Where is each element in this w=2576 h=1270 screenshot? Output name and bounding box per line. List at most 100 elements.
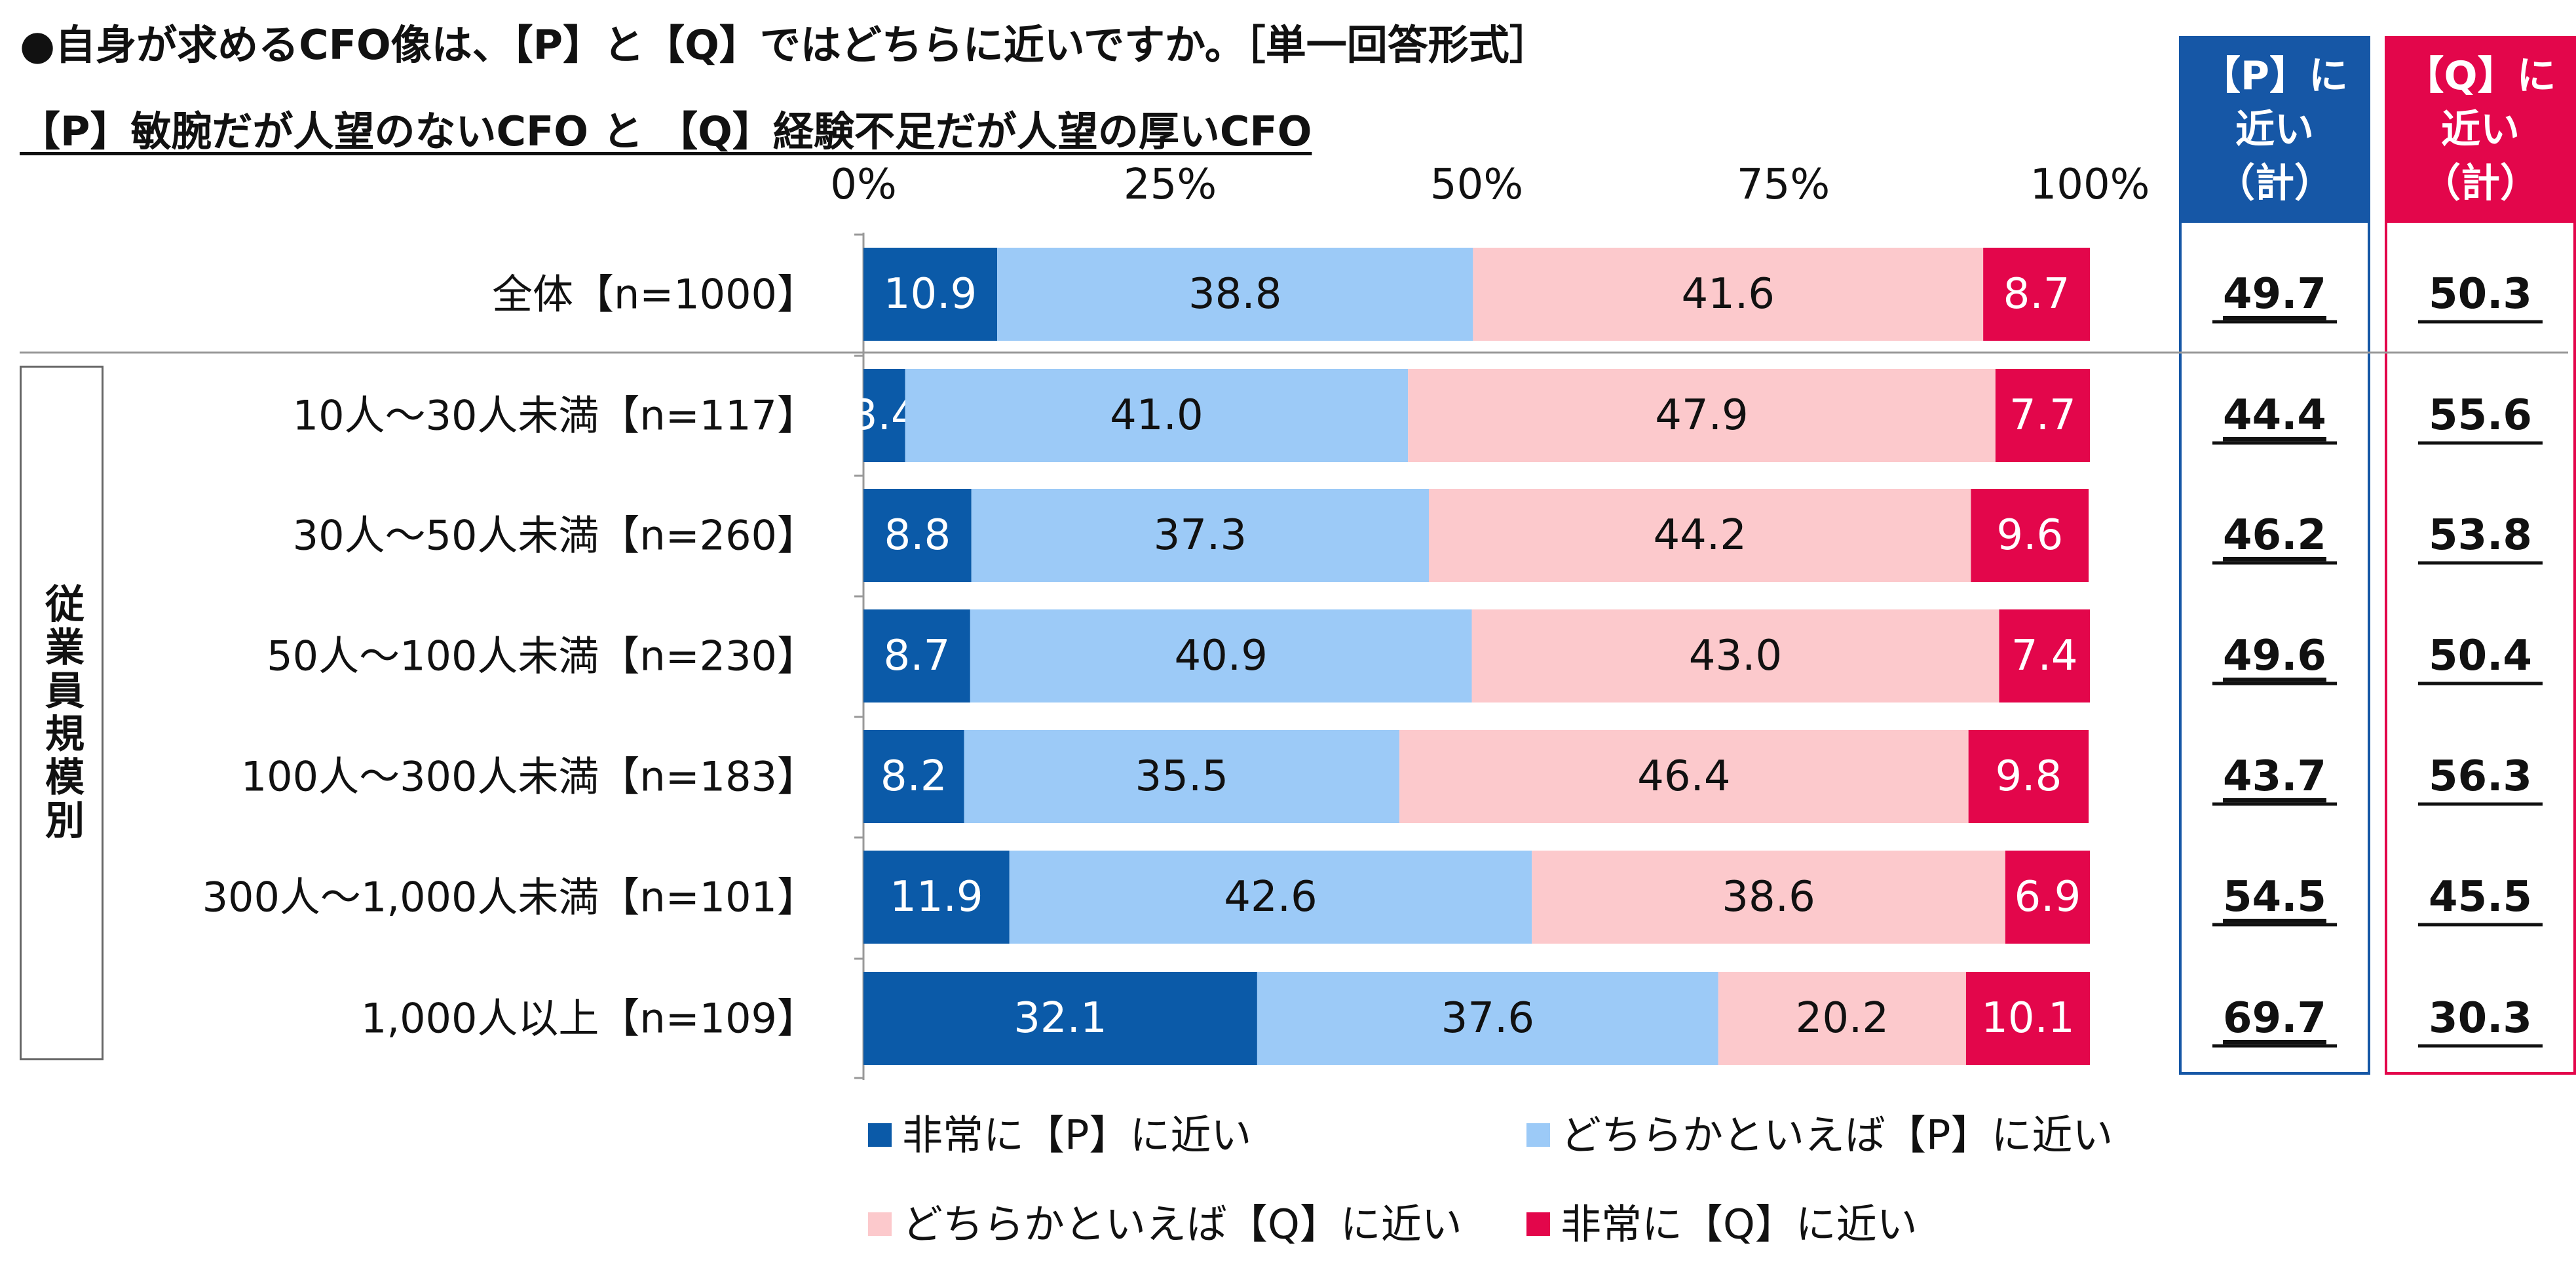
bar-value-label: 9.8 xyxy=(1996,752,2062,801)
bar-value-label: 9.6 xyxy=(1996,511,2063,560)
x-tick-label: 50% xyxy=(1430,161,1523,209)
p-total-value: 49.7 xyxy=(2223,270,2326,318)
bar-value-label: 35.5 xyxy=(1135,752,1229,801)
p-total-header-line1: 【P】に xyxy=(2201,53,2348,99)
p-total-header: 【P】に 近い （計） xyxy=(2179,36,2370,223)
p-total-value: 69.7 xyxy=(2223,994,2326,1043)
bar-value-label: 46.4 xyxy=(1637,752,1731,801)
bar-value-label: 8.2 xyxy=(881,752,947,801)
bar-segment xyxy=(1408,369,1996,462)
category-label: 1,000人以上【n=109】 xyxy=(361,995,818,1043)
bar-value-label: 40.9 xyxy=(1174,632,1268,680)
bar-segment xyxy=(905,369,1409,462)
bar-value-label: 38.8 xyxy=(1188,270,1282,318)
legend-swatch xyxy=(1526,1212,1550,1236)
bar-value-label: 42.6 xyxy=(1224,873,1317,921)
category-label: 30人～50人未満【n=260】 xyxy=(293,512,818,560)
q-total-header-line1: 【Q】に xyxy=(2404,53,2556,99)
q-total-value: 45.5 xyxy=(2429,873,2532,921)
legend-swatch xyxy=(868,1212,892,1236)
x-tick-label: 75% xyxy=(1737,161,1830,209)
x-tick-label: 25% xyxy=(1124,161,1217,209)
bar-segment xyxy=(2005,851,2090,944)
group-label-box xyxy=(20,366,104,1060)
bar-segment xyxy=(863,489,972,582)
bar-value-label: 7.7 xyxy=(2009,391,2076,440)
x-tick-label: 0% xyxy=(830,161,897,209)
bar-value-label: 41.0 xyxy=(1110,391,1203,440)
p-total-header-line2: 近い xyxy=(2235,107,2314,153)
bar-segment xyxy=(863,851,1010,944)
q-total-header: 【Q】に 近い （計） xyxy=(2385,36,2576,223)
bar-segment xyxy=(971,489,1429,582)
q-total-header-line2: 近い xyxy=(2441,107,2520,153)
bar-value-label: 10.9 xyxy=(884,270,977,318)
bar-value-label: 44.2 xyxy=(1653,511,1747,560)
p-total-value: 46.2 xyxy=(2223,511,2326,560)
p-total-column xyxy=(2179,223,2370,1075)
category-label: 50人～100人未満【n=230】 xyxy=(267,632,818,680)
bar-value-label: 11.9 xyxy=(890,873,983,921)
bar-segment xyxy=(970,609,1472,702)
bar-segment xyxy=(1257,972,1718,1065)
p-total-header-line3: （計） xyxy=(2216,161,2334,206)
bar-segment xyxy=(1971,489,2089,582)
bar-segment xyxy=(1471,609,1999,702)
bar-value-label: 8.7 xyxy=(884,632,951,680)
bar-value-label: 38.6 xyxy=(1722,873,1815,921)
category-label: 300人～1,000人未満【n=101】 xyxy=(202,874,818,921)
q-total-value: 30.3 xyxy=(2429,994,2532,1043)
bar-segment xyxy=(1428,489,1971,582)
legend-label: どちらかといえば【P】に近い xyxy=(1561,1111,2113,1159)
bar-segment xyxy=(1532,851,2005,944)
bar-value-label: 6.9 xyxy=(2015,873,2081,921)
bar-segment xyxy=(997,248,1473,341)
bar-segment xyxy=(1968,730,2089,823)
q-total-value: 53.8 xyxy=(2429,511,2532,560)
p-total-value: 49.6 xyxy=(2223,632,2326,680)
bar-value-label: 8.7 xyxy=(2003,270,2070,318)
bar-value-label: 20.2 xyxy=(1796,994,1889,1043)
bar-segment xyxy=(1718,972,1966,1065)
bar-value-label: 43.0 xyxy=(1689,632,1783,680)
q-total-value: 50.3 xyxy=(2429,270,2532,318)
bar-value-label: 32.1 xyxy=(1013,994,1107,1043)
p-total-value: 43.7 xyxy=(2223,752,2326,801)
bar-segment xyxy=(1995,369,2090,462)
bar-segment xyxy=(1999,609,2090,702)
bar-value-label: 37.6 xyxy=(1441,994,1535,1043)
bar-value-label: 10.1 xyxy=(1981,994,2075,1043)
bar-value-label: 8.8 xyxy=(884,511,951,560)
legend-label: 非常に【P】に近い xyxy=(902,1111,1251,1159)
chart-subtitle: 【P】敏腕だが人望のないCFO と 【Q】経験不足だが人望の厚いCFO xyxy=(20,107,1312,155)
bar-segment xyxy=(863,369,905,462)
p-total-value: 44.4 xyxy=(2223,391,2326,440)
q-total-value: 55.6 xyxy=(2429,391,2532,440)
bar-segment xyxy=(863,972,1257,1065)
bar-value-label: 47.9 xyxy=(1655,391,1749,440)
bar-value-label: 7.4 xyxy=(2011,632,2078,680)
bar-segment xyxy=(863,730,964,823)
bar-segment xyxy=(863,609,970,702)
legend-swatch xyxy=(1526,1123,1550,1147)
legend-swatch xyxy=(868,1123,892,1147)
bar-value-label: 37.3 xyxy=(1154,511,1247,560)
group-label: 従業員規模別 xyxy=(38,583,85,843)
category-label: 全体【n=1000】 xyxy=(492,271,818,318)
bar-segment xyxy=(1473,248,1984,341)
bar-segment xyxy=(863,248,998,341)
legend-label: どちらかといえば【Q】に近い xyxy=(902,1201,1462,1248)
chart-title: ●自身が求めるCFO像は、【P】と【Q】ではどちらに近いですか。［単一回答形式］ xyxy=(20,21,1550,69)
bar-segment xyxy=(1983,248,2090,341)
legend-label: 非常に【Q】に近い xyxy=(1561,1201,1918,1248)
bar-value-label: 41.6 xyxy=(1682,270,1775,318)
q-total-value: 50.4 xyxy=(2429,632,2532,680)
p-total-value: 54.5 xyxy=(2223,873,2326,921)
q-total-value: 56.3 xyxy=(2429,752,2532,801)
q-total-column xyxy=(2385,223,2576,1075)
q-total-header-line3: （計） xyxy=(2421,161,2539,206)
category-label: 100人～300人未満【n=183】 xyxy=(241,753,818,801)
bar-segment xyxy=(964,730,1400,823)
bar-segment xyxy=(1009,851,1532,944)
